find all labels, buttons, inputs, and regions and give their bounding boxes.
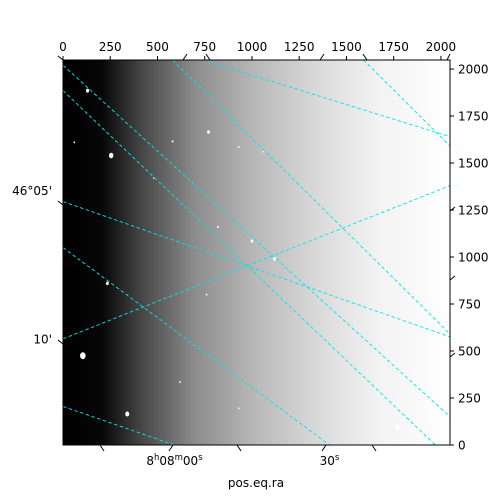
star-14 bbox=[237, 407, 240, 410]
star-4 bbox=[80, 352, 86, 360]
right-tick-label-7: 1750 bbox=[458, 110, 489, 124]
star-1 bbox=[108, 152, 114, 159]
top-axis: 0 250 500 750 1000 1250 1500 1750 2000 bbox=[59, 40, 456, 60]
right-edge-tick-1 bbox=[449, 275, 456, 281]
right-tick-label-6: 1500 bbox=[458, 157, 489, 171]
star-10 bbox=[273, 256, 277, 261]
grid-line-b-1 bbox=[63, 201, 450, 338]
star-2 bbox=[73, 141, 76, 144]
grid-line-a-0 bbox=[63, 406, 175, 445]
right-edge-tick-0 bbox=[449, 206, 456, 212]
dec-tick-label-1: 10' bbox=[33, 332, 52, 346]
star-0 bbox=[85, 88, 90, 93]
dec-tick-label-0: 46°05' bbox=[12, 184, 52, 198]
star-7 bbox=[207, 130, 210, 134]
star-5 bbox=[125, 411, 130, 417]
star-17 bbox=[262, 150, 265, 153]
sky-image bbox=[63, 60, 450, 445]
right-tick-label-1: 250 bbox=[458, 392, 481, 406]
star-12 bbox=[205, 293, 208, 296]
star-13 bbox=[179, 381, 181, 384]
stars bbox=[73, 88, 400, 430]
top-edge-tick-0 bbox=[182, 53, 188, 61]
top-edge-tick-2 bbox=[319, 53, 325, 61]
top-tick-label-8: 2000 bbox=[426, 40, 457, 54]
x-axis-title: pos.eq.ra bbox=[228, 476, 284, 490]
top-tick-label-4: 1000 bbox=[237, 40, 268, 54]
left-edge-tick-2 bbox=[57, 339, 64, 345]
left-edge-tick-0 bbox=[57, 55, 64, 61]
grid-line-b-3 bbox=[202, 60, 450, 138]
right-tick-label-4: 1000 bbox=[458, 251, 489, 265]
top-edge-tick-4 bbox=[446, 53, 451, 61]
star-6 bbox=[171, 140, 174, 143]
bottom-edge-tick-0 bbox=[99, 444, 105, 452]
grid-line-a-2 bbox=[63, 90, 436, 445]
top-tick-label-0: 0 bbox=[59, 40, 67, 54]
grid-line-b-0 bbox=[63, 64, 450, 418]
star-11 bbox=[217, 225, 219, 229]
top-edge-tick-3 bbox=[362, 53, 368, 61]
right-edge-tick-2 bbox=[449, 352, 456, 358]
plot-frame bbox=[62, 59, 451, 446]
left-edge-tick-1 bbox=[57, 200, 64, 206]
top-tick-label-7: 1750 bbox=[378, 40, 409, 54]
top-tick-label-6: 1500 bbox=[331, 40, 362, 54]
grid-line-a-1 bbox=[63, 247, 330, 445]
star-3 bbox=[106, 281, 109, 286]
bottom-edge-tick-4 bbox=[371, 444, 377, 452]
top-tick-label-1: 250 bbox=[99, 40, 122, 54]
bottom-edge-tick-1 bbox=[168, 444, 174, 452]
dec-tick-labels: 46°05' 10' bbox=[12, 184, 52, 347]
star-16 bbox=[153, 177, 155, 179]
ra-tick-labels: 8h08m00s 30s bbox=[57, 53, 456, 468]
ra-tick-label-1: 30s bbox=[320, 453, 340, 468]
star-15 bbox=[395, 424, 400, 430]
grid-line-a-3 bbox=[172, 60, 450, 335]
star-9 bbox=[250, 239, 254, 243]
right-tick-label-0: 0 bbox=[458, 439, 466, 453]
coordinate-grid bbox=[63, 60, 450, 445]
bottom-edge-tick-3 bbox=[321, 444, 327, 452]
right-axis: 0 250 500 750 1000 1250 1500 1750 2000 bbox=[450, 63, 489, 453]
top-tick-label-3: 750 bbox=[193, 40, 216, 54]
right-tick-label-8: 2000 bbox=[458, 63, 489, 77]
right-tick-label-5: 1250 bbox=[458, 204, 489, 218]
star-8 bbox=[237, 146, 240, 149]
top-edge-tick-1 bbox=[205, 53, 211, 61]
right-tick-label-3: 750 bbox=[458, 298, 481, 312]
top-tick-label-2: 500 bbox=[146, 40, 169, 54]
bottom-edge-tick-2 bbox=[236, 444, 242, 452]
grid-line-a-4 bbox=[363, 60, 450, 147]
ra-tick-label-0: 8h08m00s bbox=[146, 453, 203, 468]
right-tick-label-2: 500 bbox=[458, 345, 481, 359]
grid-line-b-2 bbox=[63, 185, 450, 340]
top-tick-label-5: 1250 bbox=[284, 40, 315, 54]
